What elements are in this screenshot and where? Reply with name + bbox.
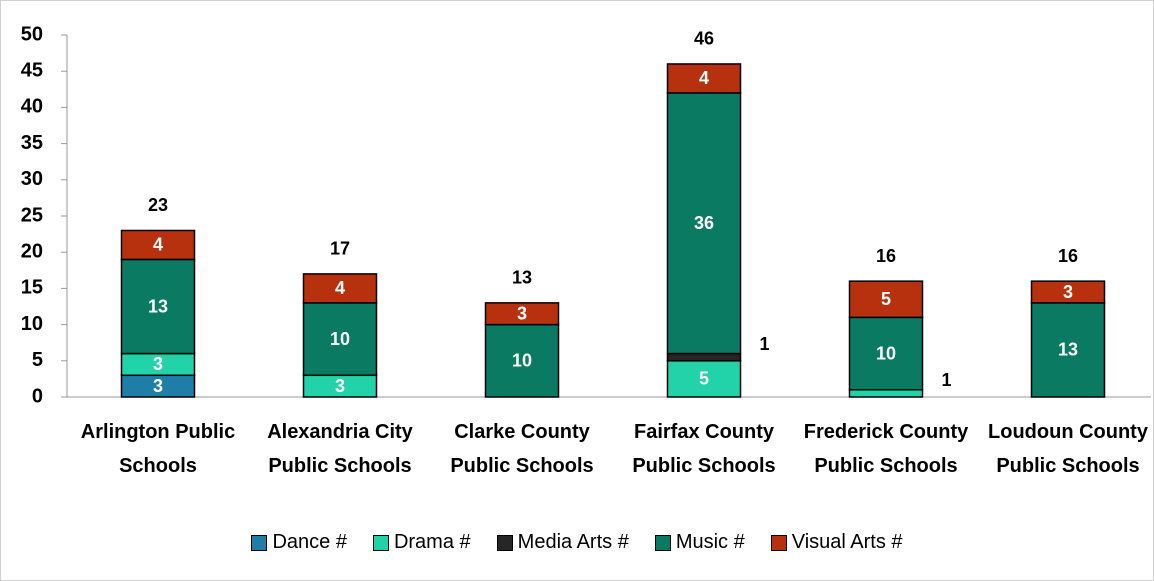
legend-label: Drama # [393,531,471,553]
data-label: 3 [517,303,527,323]
y-tick-label: 10 [21,313,43,335]
bar-segment [848,389,924,398]
legend-swatch [372,534,389,551]
total-label: 16 [876,246,896,266]
legend-swatch [770,534,787,551]
legend-item: Dance # [251,531,347,554]
data-label: 4 [335,278,345,298]
x-tick-label: Arlington Public Schools [80,421,236,477]
y-tick-label: 30 [21,168,43,190]
bar-segment [666,352,742,362]
data-label: 1 [759,334,769,354]
data-label: 13 [148,296,168,316]
bar-segment [302,273,378,304]
y-tick-label: 5 [32,349,43,371]
data-label: 3 [1063,282,1073,302]
x-tick-label: Frederick County Public Schools [803,421,969,477]
data-label: 10 [512,351,532,371]
x-tick-label: Alexandria City Public Schools [267,421,413,477]
y-tick-label: 45 [21,59,43,81]
bar-segment [848,280,924,319]
data-label: 4 [153,235,163,255]
x-tick-label: Fairfax County Public Schools [632,421,776,477]
bar-segment [1030,280,1106,304]
data-label: 3 [153,376,163,396]
data-label: 36 [694,213,714,233]
legend-swatch [496,534,513,551]
total-label: 46 [694,29,714,49]
bar-segment [302,302,378,377]
y-tick-label: 50 [21,23,43,45]
total-label: 17 [330,239,350,259]
bar-segment [666,92,742,355]
legend-swatch [251,534,268,551]
legend-label: Music # [675,531,745,553]
legend-item: Visual Arts # [770,531,903,554]
data-label: 3 [153,354,163,374]
data-label: 3 [335,376,345,396]
bar-segment [484,302,560,326]
y-tick-label: 20 [21,240,43,262]
data-label: 13 [1058,340,1078,360]
x-tick-label: Loudoun County Public Schools [988,421,1148,477]
data-label: 4 [699,68,709,88]
y-tick-label: 40 [21,96,43,118]
total-label: 23 [148,195,168,215]
legend-label: Media Arts # [517,531,629,553]
bar-segment [1030,302,1106,398]
legend-item: Media Arts # [496,531,629,554]
legend-swatch [654,534,671,551]
total-label: 16 [1058,246,1078,266]
legend-label: Dance # [272,531,347,553]
data-label: 5 [699,369,709,389]
bar-segment [120,229,196,261]
data-label: 10 [330,329,350,349]
bar-segment [666,63,742,94]
legend-item: Drama # [372,531,471,554]
bar-segment [848,316,924,391]
bar-segment [484,323,560,398]
y-tick-label: 15 [21,277,43,299]
legend-label: Visual Arts # [791,531,903,553]
total-label: 13 [512,268,532,288]
legend: Dance # Drama # Media Arts # Music # Visual … [1,531,1153,554]
y-tick-label: 0 [32,385,43,407]
y-tick-label: 25 [21,204,43,226]
data-label: 1 [941,370,951,390]
data-label: 10 [876,343,896,363]
x-tick-label: Clarke County Public Schools [450,421,594,477]
data-label: 5 [881,289,891,309]
legend-item: Music # [654,531,745,554]
y-tick-label: 35 [21,132,43,154]
